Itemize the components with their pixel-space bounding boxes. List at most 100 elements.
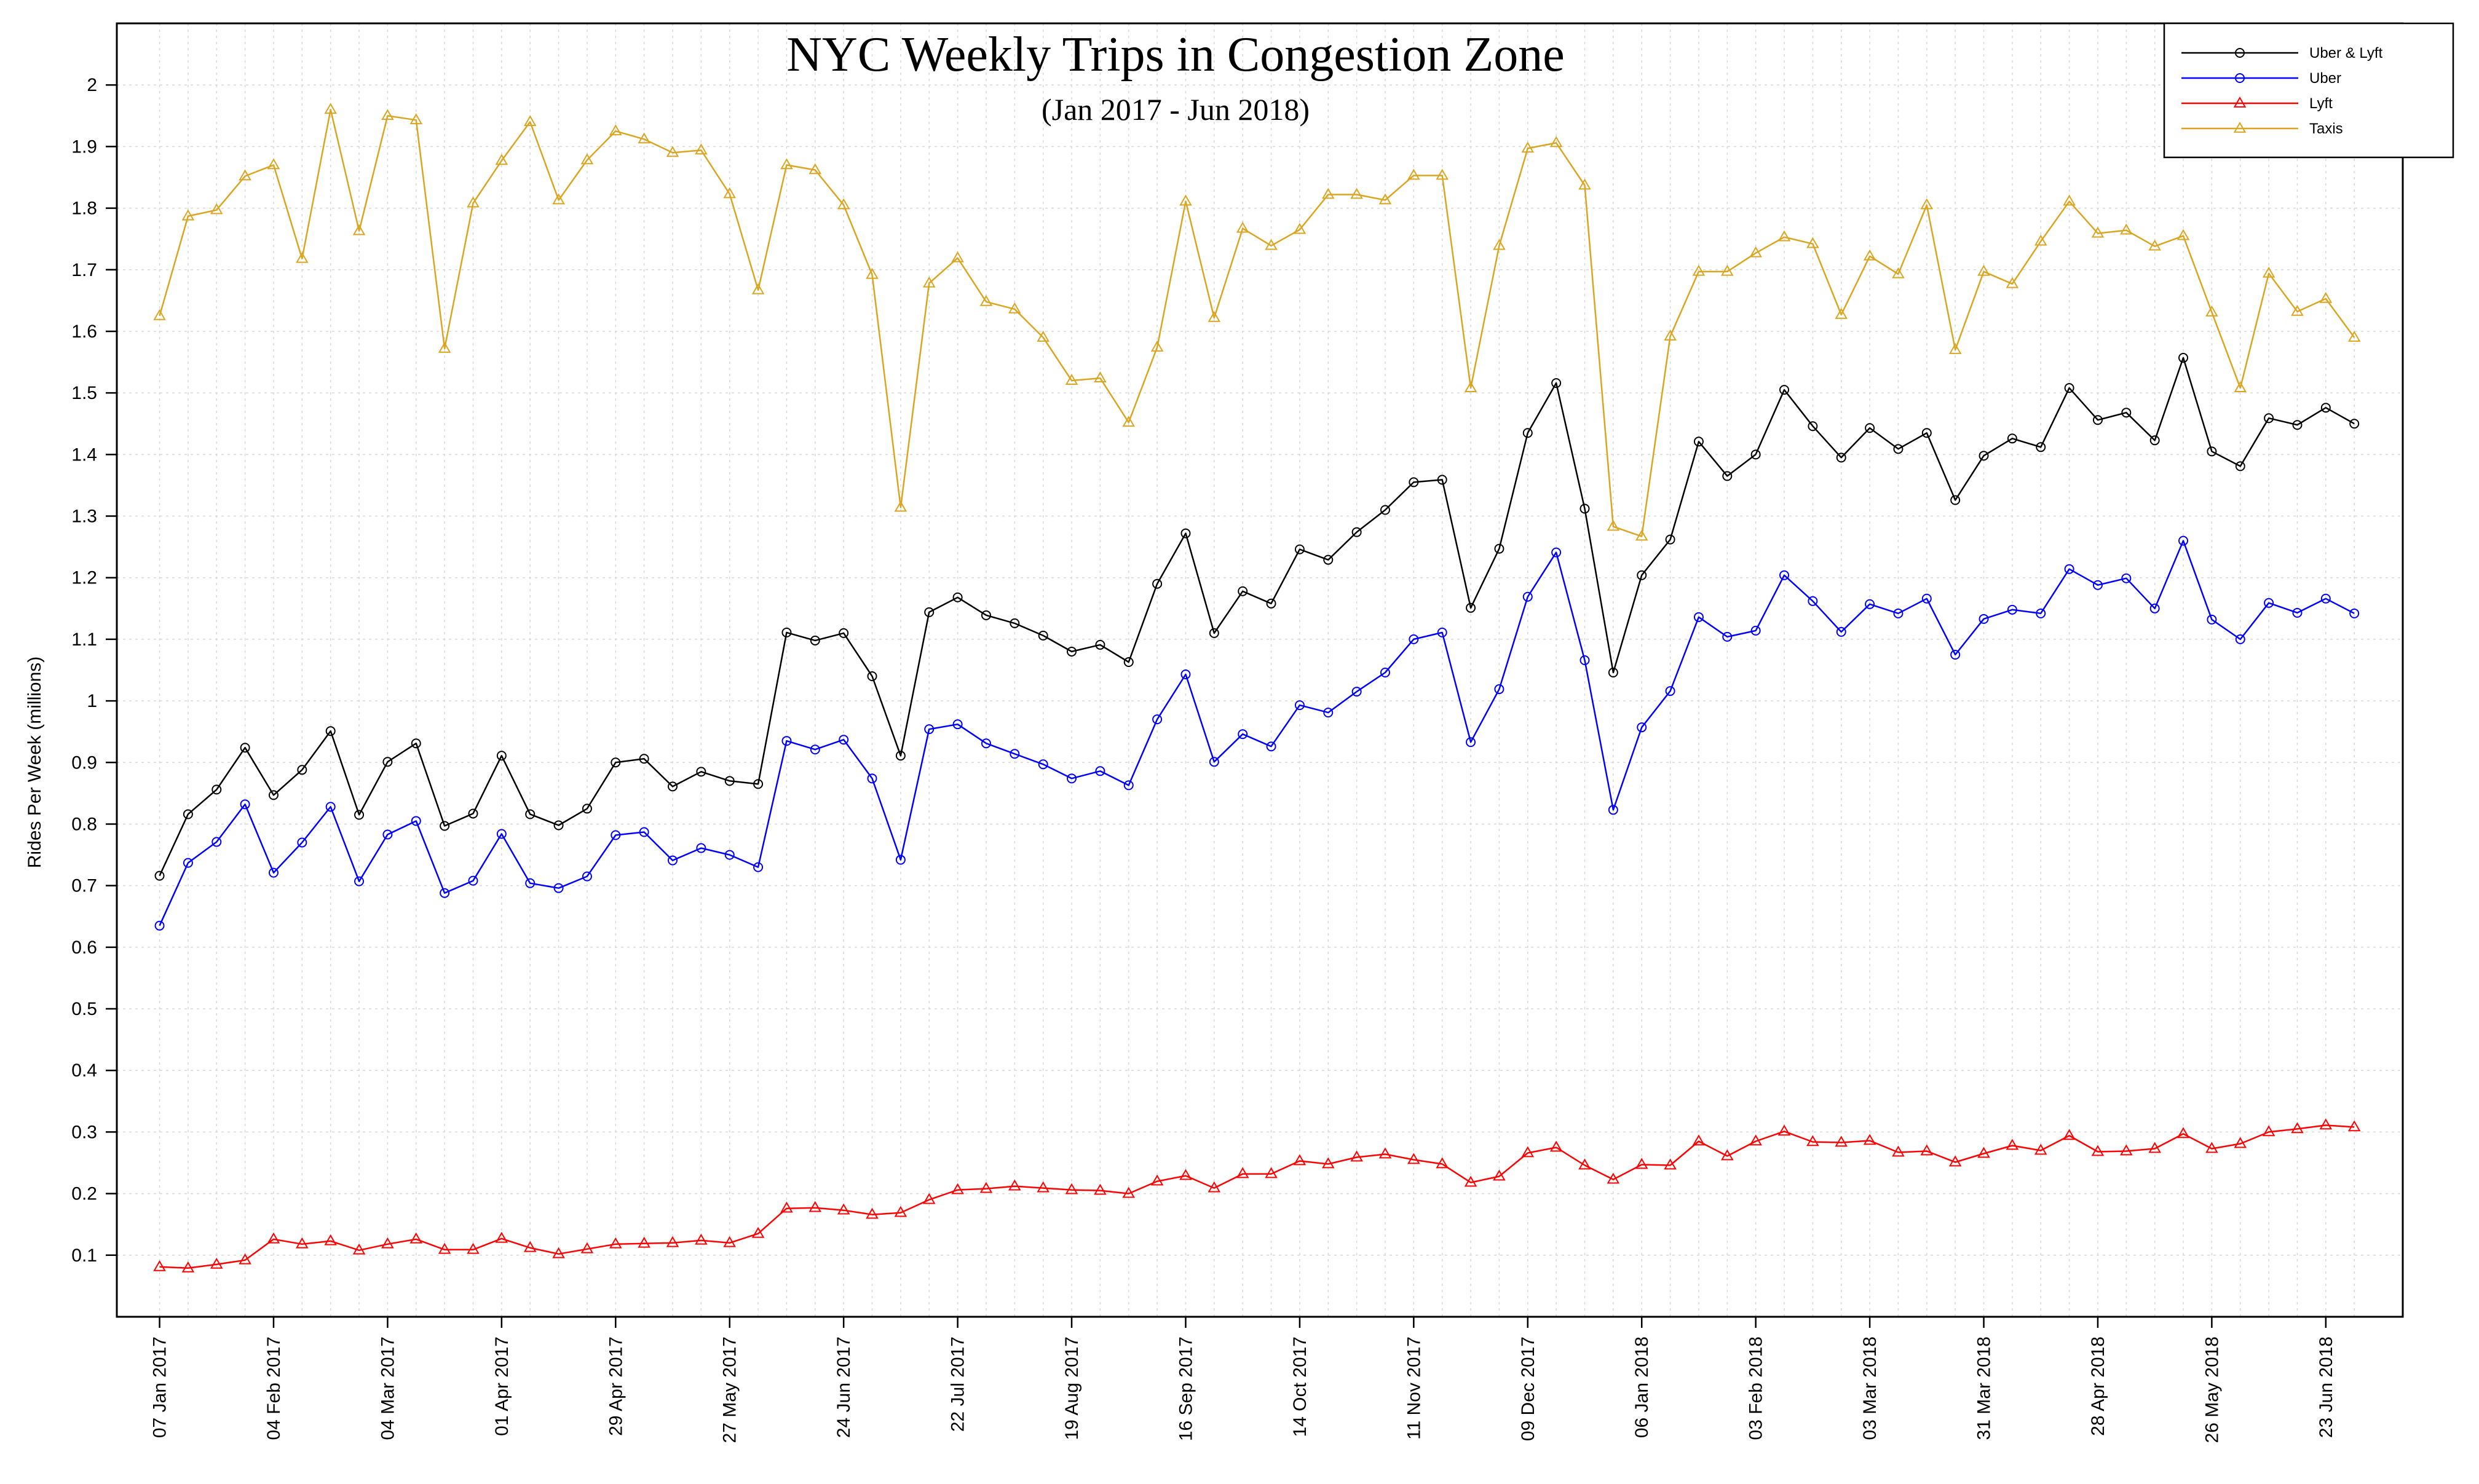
taxis-point <box>2063 194 2076 206</box>
uber-point <box>1722 631 1733 642</box>
uber-point <box>325 802 336 812</box>
taxis-point <box>609 124 622 136</box>
uber-point <box>781 736 792 746</box>
uber-point <box>1323 708 1334 718</box>
uber-point <box>2178 535 2189 546</box>
taxis-point <box>153 309 166 320</box>
legend-uber-point <box>2235 73 2245 83</box>
lyft-line <box>159 1124 2355 1269</box>
y-tick-label: 1.6 <box>71 322 97 342</box>
uber-lyft-point <box>1323 555 1334 565</box>
uber-lyft-point <box>1466 602 1476 613</box>
uber-lyft-point <box>611 757 621 768</box>
uber-lyft-line <box>159 357 2355 877</box>
taxis-point <box>1806 237 1819 248</box>
lyft-point <box>979 1182 993 1193</box>
uber-point <box>553 883 564 893</box>
legend-box <box>2163 22 2454 159</box>
lyft-point <box>1378 1147 1392 1159</box>
series-lyft <box>153 1118 2361 1273</box>
chart-legend: Uber & Lyft Uber Lyft Taxis <box>2163 22 2454 159</box>
x-tick-label: 09 Dec 2017 <box>1518 1336 1538 1441</box>
uber-lyft-point <box>2320 403 2331 413</box>
series-uber <box>154 535 2360 931</box>
uber-lyft-point <box>1180 528 1191 539</box>
uber-lyft-point <box>1380 505 1390 515</box>
taxis-point <box>1179 194 1192 206</box>
lyft-point <box>181 1261 195 1273</box>
lyft-point <box>1464 1175 1477 1187</box>
uber-lyft-point <box>2092 415 2103 425</box>
taxis-point <box>1321 187 1335 199</box>
uber-point <box>1979 614 1989 624</box>
series-layer <box>153 103 2361 1273</box>
legend-entry-uber: Uber <box>2181 70 2341 87</box>
taxis-point <box>552 193 565 205</box>
uber-point <box>1180 669 1191 680</box>
uber-lyft-point <box>1238 586 1248 596</box>
uber-point <box>2036 608 2046 618</box>
lyft-point <box>2205 1142 2218 1153</box>
uber-point <box>2121 573 2132 583</box>
uber-point <box>1209 757 1219 767</box>
uber-lyft-point <box>2036 442 2046 452</box>
uber-point <box>668 855 678 866</box>
lyft-point <box>2234 1137 2247 1148</box>
lyft-point <box>2347 1120 2361 1132</box>
taxis-point <box>1664 329 1677 341</box>
taxis-point <box>1607 519 1620 531</box>
lyft-point <box>922 1193 936 1204</box>
lyft-point <box>210 1257 223 1269</box>
uber-point <box>639 827 649 837</box>
y-tick-label: 1.9 <box>71 136 97 157</box>
legend-entry-lyft: Lyft <box>2181 95 2333 112</box>
uber-point <box>1665 686 1675 697</box>
uber-lyft-point <box>1067 646 1077 657</box>
uber-point <box>2264 598 2274 608</box>
lyft-point <box>1493 1169 1506 1181</box>
y-tick-label: 1.2 <box>71 568 97 588</box>
uber-point <box>753 862 764 872</box>
taxis-point <box>780 158 793 170</box>
uber-lyft-point <box>1294 544 1305 555</box>
taxis-point <box>523 115 537 127</box>
uber-point <box>1921 593 1932 604</box>
lyft-point <box>1578 1158 1591 1170</box>
uber-point <box>354 876 365 886</box>
x-tick-label: 14 Oct 2017 <box>1290 1336 1310 1437</box>
x-tick-label: 24 Jun 2017 <box>834 1336 854 1438</box>
uber-point <box>1494 684 1504 695</box>
taxis-point <box>438 342 451 353</box>
legend-lyft-point <box>2233 96 2247 108</box>
lyft-point <box>1863 1134 1876 1145</box>
uber-lyft-point <box>696 767 706 777</box>
uber-lyft-point <box>2349 419 2360 429</box>
lyft-point <box>1236 1167 1249 1178</box>
taxis-point <box>1948 343 1962 354</box>
taxis-point <box>267 158 280 170</box>
lyft-point <box>1350 1150 1363 1162</box>
uber-point <box>1950 649 1961 660</box>
lyft-point <box>1835 1135 1848 1147</box>
uber-point <box>1409 634 1419 644</box>
taxis-point <box>210 203 223 215</box>
lyft-point <box>1037 1181 1050 1193</box>
uber-lyft-point <box>1409 477 1419 487</box>
uber-point <box>2064 564 2074 574</box>
uber-lyft-point <box>1637 570 1647 580</box>
uber-point <box>1779 570 1790 580</box>
lyft-point <box>1635 1158 1648 1169</box>
uber-lyft-point <box>1893 444 1904 454</box>
y-tick-label: 0.3 <box>71 1122 97 1142</box>
taxis-point <box>352 224 366 235</box>
taxis-point <box>239 169 251 181</box>
lyft-point <box>438 1242 451 1254</box>
taxis-point <box>2177 229 2190 240</box>
y-tick-label: 1.4 <box>71 444 97 465</box>
uber-point <box>582 871 592 882</box>
uber-lyft-point <box>924 607 935 617</box>
lyft-point <box>2148 1142 2161 1153</box>
lyft-point <box>1436 1157 1449 1169</box>
lyft-point <box>1607 1172 1620 1184</box>
x-tick-label: 26 May 2018 <box>2202 1336 2222 1443</box>
